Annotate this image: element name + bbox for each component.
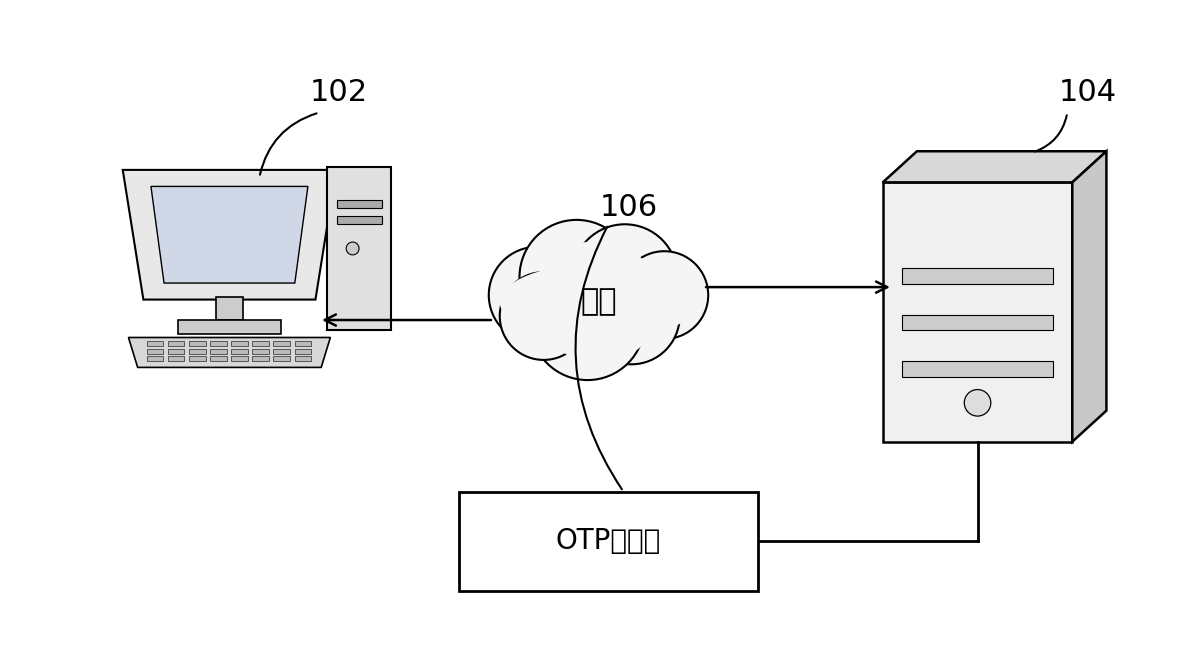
Polygon shape	[883, 151, 1106, 182]
Bar	[231, 356, 248, 361]
Text: OTP寄存器: OTP寄存器	[555, 528, 661, 555]
Bar	[211, 341, 226, 346]
Text: 106: 106	[600, 193, 657, 222]
Bar	[231, 349, 248, 354]
Circle shape	[530, 266, 644, 380]
Polygon shape	[1073, 151, 1106, 442]
Bar	[189, 341, 206, 346]
Bar	[147, 341, 163, 346]
Bar	[215, 297, 243, 320]
Bar	[231, 341, 248, 346]
Text: 102: 102	[310, 78, 369, 107]
Bar	[168, 341, 184, 346]
Bar	[211, 356, 226, 361]
Bar	[901, 268, 1053, 283]
Circle shape	[346, 242, 359, 255]
Bar	[273, 341, 290, 346]
Bar	[901, 361, 1053, 377]
Polygon shape	[123, 170, 336, 300]
Circle shape	[583, 267, 680, 364]
Bar	[168, 349, 184, 354]
Bar	[253, 341, 269, 346]
Bar	[189, 349, 206, 354]
Circle shape	[572, 224, 678, 330]
Bar	[883, 182, 1073, 442]
Circle shape	[965, 389, 991, 416]
Bar	[273, 356, 290, 361]
Bar	[253, 356, 269, 361]
Circle shape	[488, 247, 585, 344]
Bar	[178, 320, 281, 334]
Bar	[336, 200, 382, 208]
Circle shape	[500, 272, 588, 360]
Text: 网络: 网络	[581, 287, 616, 316]
Ellipse shape	[500, 263, 697, 340]
Bar	[273, 349, 290, 354]
Bar	[458, 492, 758, 591]
Bar	[336, 216, 382, 224]
Polygon shape	[128, 338, 330, 367]
Bar	[294, 356, 311, 361]
Bar	[253, 349, 269, 354]
Bar	[294, 341, 311, 346]
Circle shape	[620, 251, 709, 339]
Circle shape	[519, 220, 633, 334]
Bar	[189, 356, 206, 361]
Bar	[147, 356, 163, 361]
Circle shape	[537, 240, 660, 363]
Bar	[168, 356, 184, 361]
Bar	[327, 167, 391, 330]
Polygon shape	[151, 187, 308, 283]
Bar	[147, 349, 163, 354]
Bar	[211, 349, 226, 354]
Text: 104: 104	[1058, 78, 1117, 107]
Bar	[901, 314, 1053, 330]
Bar	[294, 349, 311, 354]
